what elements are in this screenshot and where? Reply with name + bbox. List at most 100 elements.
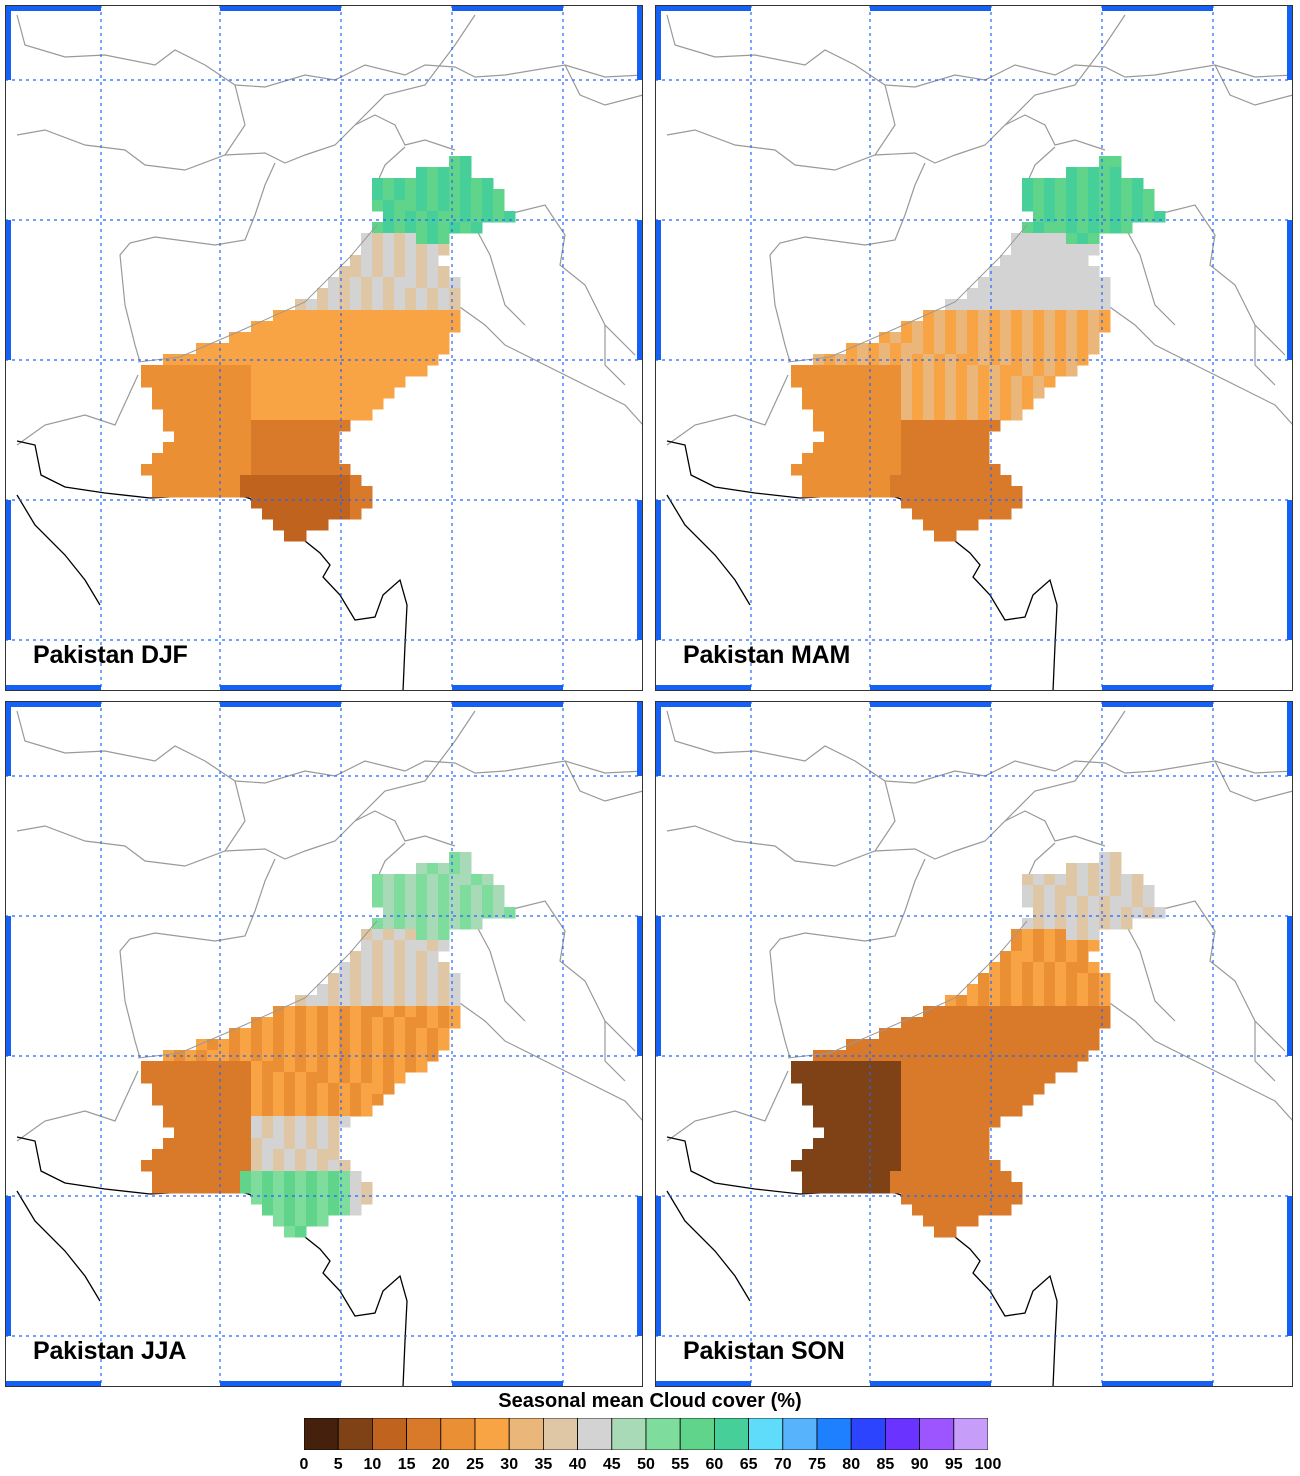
grid-cell [835,409,847,421]
grid-cell [1000,1094,1012,1106]
grid-cell [835,398,847,410]
grid-cell [1077,973,1089,985]
grid-cell [383,321,395,333]
grid-cell [1066,940,1078,952]
grid-cell [295,464,307,476]
grid-cell [1055,1006,1067,1018]
grid-cell [912,464,924,476]
grid-cell [328,321,340,333]
grid-cell [350,1193,362,1205]
grid-cell [1099,299,1111,311]
grid-cell [185,1149,197,1161]
colorbar-tick-label: 85 [876,1456,895,1473]
grid-cell [1066,1006,1078,1018]
grid-cell [196,486,208,498]
grid-cell [868,1072,880,1084]
grid-cell [361,354,373,366]
grid-cell [846,453,858,465]
grid-cell [846,464,858,476]
grid-cell [185,409,197,421]
grid-cell [284,464,296,476]
grid-cell [262,497,274,509]
grid-cell [394,266,406,278]
grid-cell [273,409,285,421]
grid-cell [1044,189,1056,201]
grid-cell [383,962,395,974]
grid-cell [482,874,494,886]
country-border [769,162,926,363]
grid-cell [890,387,902,399]
grid-cell [471,885,483,897]
grid-cell [350,1028,362,1040]
grid-cell [1033,332,1045,344]
grid-cell [1143,896,1155,908]
grid-cell [802,486,814,498]
grid-cell [1022,951,1034,963]
grid-cell [989,497,1001,509]
grid-cell [482,200,494,212]
grid-cell [438,343,450,355]
grid-cell [350,1039,362,1051]
grid-cell [978,420,990,432]
grid-cell [317,431,329,443]
grid-cell [196,464,208,476]
grid-cell [1022,343,1034,355]
grid-cell [1077,995,1089,1007]
grid-cell [328,475,340,487]
grid-cell [405,178,417,190]
grid-cell [229,486,241,498]
country-border [137,920,378,1059]
grid-cell [879,1127,891,1139]
grid-cell [438,332,450,344]
grid-cell [229,376,241,388]
grid-cell [295,420,307,432]
grid-cell [967,508,979,520]
grid-cell [196,1039,208,1051]
grid-cell [1011,321,1023,333]
grid-cell [383,376,395,388]
grid-cell [405,365,417,377]
grid-cell [989,288,1001,300]
grid-cell [813,376,825,388]
grid-cell [218,1127,230,1139]
grid-cell [1000,321,1012,333]
grid-cell [328,1182,340,1194]
grid-cell [1132,200,1144,212]
grid-cell [923,1017,935,1029]
grid-cell [449,885,461,897]
grid-cell [846,431,858,443]
grid-cell [372,178,384,190]
grid-cell [1066,178,1078,190]
grid-cell [835,486,847,498]
grid-cell [1044,984,1056,996]
grid-cell [405,255,417,267]
grid-cell [857,442,869,454]
grid-cell [438,885,450,897]
grid-cell [1066,288,1078,300]
grid-cell [802,1094,814,1106]
grid-cell [1000,288,1012,300]
grid-cell [427,189,439,201]
grid-cell [251,431,263,443]
frame-segment [870,5,991,11]
grid-cell [350,288,362,300]
grid-cell [1033,940,1045,952]
grid-cell [493,211,505,223]
grid-cell [978,1160,990,1172]
frame-segment [5,916,11,1056]
grid-cell [251,1116,263,1128]
grid-cell [901,1105,913,1117]
grid-cell [251,321,263,333]
grid-cell [262,1127,274,1139]
grid-cell [196,1116,208,1128]
grid-cell [1066,1039,1078,1051]
grid-cell [350,1072,362,1084]
grid-cell [923,1072,935,1084]
grid-cell [295,343,307,355]
grid-cell [912,1193,924,1205]
grid-cell [218,1061,230,1073]
grid-cell [317,519,329,531]
grid-cell [1022,255,1034,267]
grid-cell [328,1094,340,1106]
grid-cell [328,508,340,520]
